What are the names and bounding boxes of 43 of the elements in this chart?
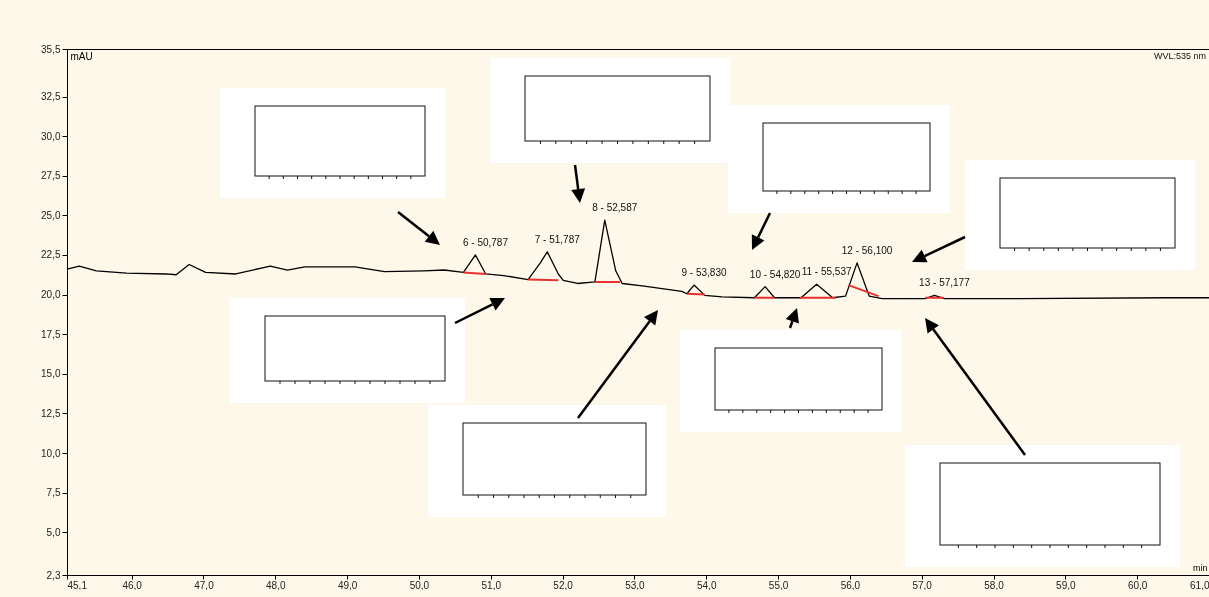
x-tick-label: 52,0 xyxy=(553,579,574,591)
annotation: WVL:535 nm xyxy=(1153,51,1206,61)
y-tick-label: 20,0 xyxy=(41,289,61,301)
x-tick-label: 53,0 xyxy=(625,579,646,591)
x-tick-label: 59,0 xyxy=(1056,579,1077,591)
annotation: 7 - 51,787 xyxy=(534,233,581,245)
y-tick-label: 17,5 xyxy=(41,328,61,340)
annotation: 6 - 50,787 xyxy=(462,236,509,248)
annotation: 12 - 56,100 xyxy=(841,244,893,256)
y-tick-label: 7,5 xyxy=(46,487,61,499)
y-tick-label: 12,5 xyxy=(41,407,61,419)
y-axis-title: mAU xyxy=(70,50,93,62)
line-series xyxy=(67,219,1209,300)
x-tick-label: 57,0 xyxy=(912,579,933,591)
x-tick-label: 45,1 xyxy=(67,579,88,591)
x-tick-label: 60,0 xyxy=(1127,579,1148,591)
x-tick-label: 61,0 xyxy=(1190,579,1209,591)
x-tick-label: 50,0 xyxy=(409,579,430,591)
y-tick-label: 35,5 xyxy=(41,43,61,55)
y-tick-label: 5,0 xyxy=(46,526,61,538)
annotation: 13 - 57,177 xyxy=(919,277,971,289)
y-tick-label: 25,0 xyxy=(41,209,61,221)
x-tick-label: 48,0 xyxy=(266,579,286,591)
x-tick-label: 47,0 xyxy=(194,579,215,591)
x-axis-title: min xyxy=(1192,562,1208,573)
annotation: 10 - 54,820 xyxy=(749,268,801,280)
x-tick-label: 56,0 xyxy=(840,579,861,591)
x-tick-label: 54,0 xyxy=(697,579,717,591)
y-tick-label: 27,5 xyxy=(41,170,61,182)
y-tick-label: 22,5 xyxy=(41,249,61,261)
y-tick-label: 15,0 xyxy=(41,368,61,380)
x-tick-label: 46,0 xyxy=(122,579,143,591)
x-tick-label: 55,0 xyxy=(768,579,789,591)
x-tick-label: 51,0 xyxy=(481,579,502,591)
y-tick-label: 10,0 xyxy=(41,447,61,459)
y-tick-label: 2,3 xyxy=(46,569,61,581)
x-tick-label: 58,0 xyxy=(984,579,1005,591)
y-tick-label: 30,0 xyxy=(41,130,61,142)
y-tick-label: 32,5 xyxy=(41,91,61,103)
annotation: 9 - 53,830 xyxy=(681,267,727,279)
annotation: 11 - 55,537 xyxy=(801,266,852,278)
x-tick-label: 49,0 xyxy=(337,579,358,591)
annotation: 8 - 52,587 xyxy=(592,202,638,214)
